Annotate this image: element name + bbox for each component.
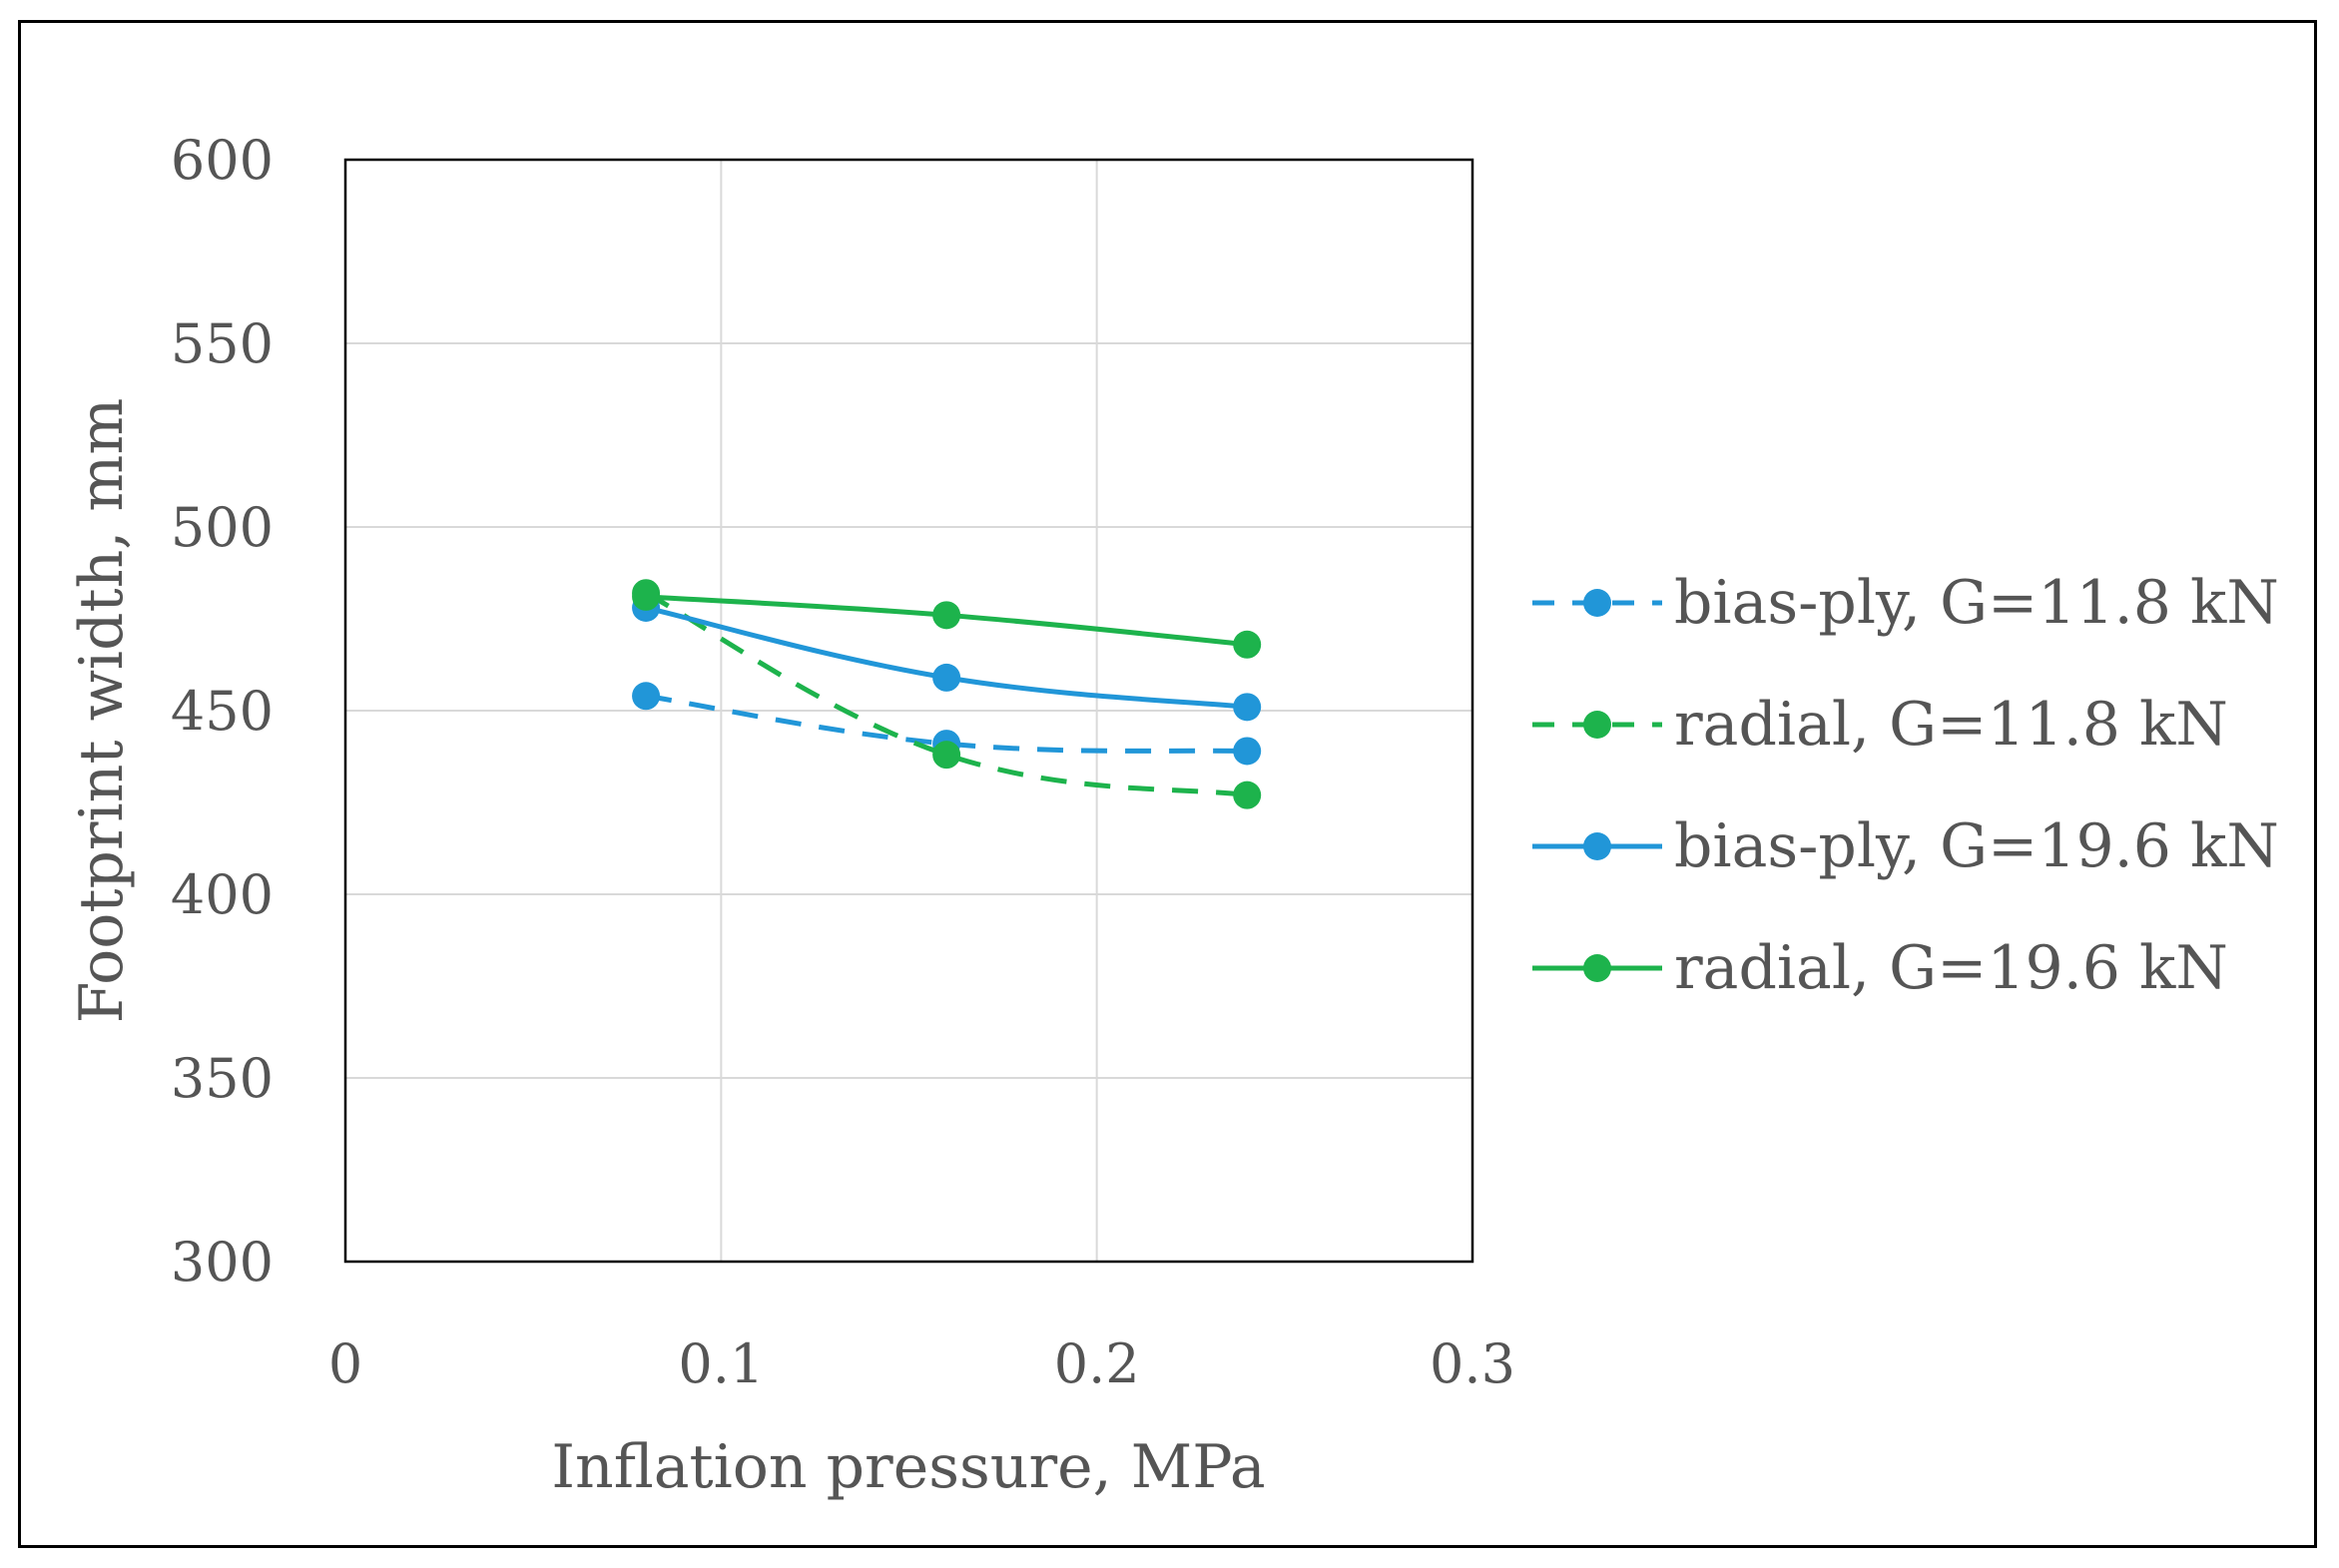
y-tick-label: 600	[171, 129, 274, 192]
y-tick-label: 350	[171, 1047, 274, 1110]
series-group	[632, 579, 1262, 809]
figure-frame	[18, 20, 2317, 1548]
data-point	[1233, 781, 1262, 809]
x-axis-title: Inflation pressure, MPa	[551, 1432, 1265, 1502]
legend-label: radial, G=19.6 kN	[1674, 933, 2228, 1003]
data-point	[1233, 737, 1262, 766]
data-point	[932, 741, 961, 770]
data-point	[1233, 693, 1262, 722]
x-tick-label: 0.2	[1054, 1332, 1140, 1395]
y-tick-label: 550	[171, 312, 274, 375]
plot-area-border	[343, 158, 1474, 1264]
legend-marker	[1583, 954, 1611, 982]
grid-lines	[345, 160, 1472, 1262]
legend-item: radial, G=19.6 kN	[1532, 933, 2228, 1003]
x-tick-label: 0.3	[1430, 1332, 1515, 1395]
legend-marker	[1583, 711, 1611, 739]
legend: bias-ply, G=11.8 kN radial, G=11.8 kN bias…	[1532, 568, 2279, 1003]
legend-label: bias-ply, G=11.8 kN	[1674, 568, 2279, 638]
x-tick-label: 0	[328, 1332, 362, 1395]
legend-item: bias-ply, G=11.8 kN	[1532, 568, 2279, 638]
y-tick-label: 300	[171, 1231, 274, 1294]
y-tick-label: 450	[171, 680, 274, 743]
legend-label: bias-ply, G=19.6 kN	[1674, 811, 2279, 881]
y-axis-ticks: 300 350 400 450 500 550 600	[171, 129, 274, 1294]
x-axis-ticks: 0 0.1 0.2 0.3	[328, 1332, 1515, 1395]
data-point	[932, 663, 961, 692]
data-point	[932, 601, 961, 630]
data-point	[632, 582, 661, 611]
legend-item: radial, G=11.8 kN	[1532, 690, 2228, 760]
series-line	[645, 693, 1248, 754]
data-point	[1233, 630, 1262, 659]
legend-marker	[1583, 589, 1611, 617]
legend-marker	[1583, 832, 1611, 860]
legend-item: bias-ply, G=19.6 kN	[1532, 811, 2279, 881]
y-axis-title: Footprint width, mm	[67, 398, 137, 1023]
data-point	[632, 682, 661, 711]
series-3	[632, 582, 1262, 659]
y-tick-label: 400	[171, 863, 274, 926]
legend-label: radial, G=11.8 kN	[1674, 690, 2228, 760]
y-tick-label: 500	[171, 496, 274, 559]
x-tick-label: 0.1	[678, 1332, 764, 1395]
